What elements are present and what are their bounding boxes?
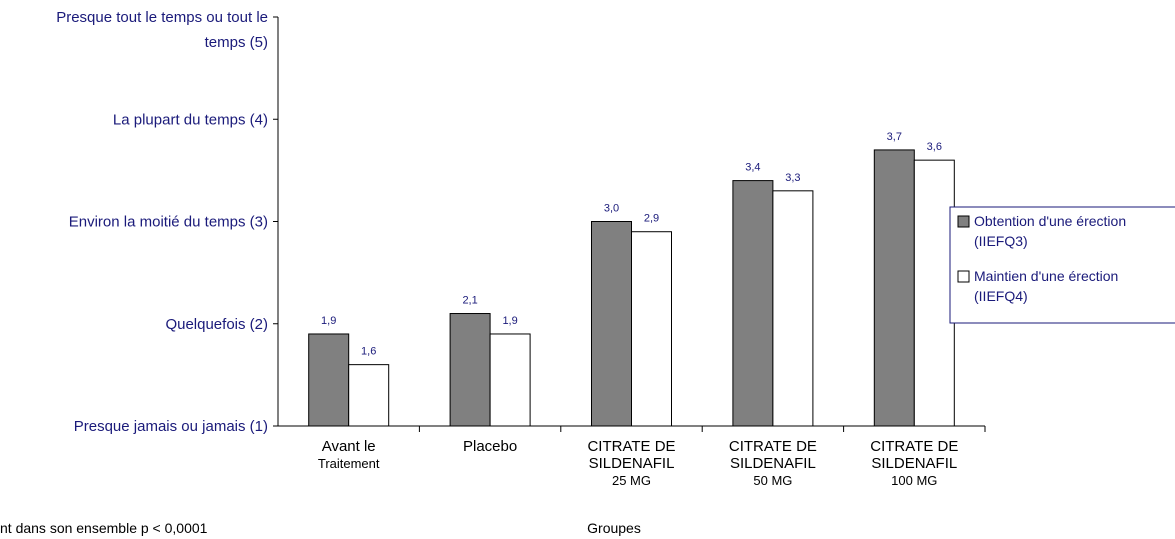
legend-box [949, 206, 1175, 324]
data-label: 3,4 [745, 162, 760, 174]
y-tick-label: Presque tout le temps ou tout le [56, 9, 268, 26]
bar-maintien [772, 190, 814, 427]
x-tick-label: Traitement [318, 456, 380, 471]
x-tick-label: SILDENAFIL [871, 455, 957, 472]
bar-maintien [489, 333, 531, 427]
x-tick-label: CITRATE DE [870, 438, 958, 455]
x-axis-title: Groupes [587, 520, 641, 536]
x-tick-label: 100 MG [891, 473, 937, 488]
legend-label: Obtention d'une érection [974, 213, 1126, 229]
bar-obtention [873, 149, 915, 427]
x-tick-label: 25 MG [612, 473, 651, 488]
x-tick-label: CITRATE DE [587, 438, 675, 455]
x-tick-label: CITRATE DE [729, 438, 817, 455]
data-label: 2,1 [462, 295, 477, 307]
legend-label: (IIEFQ4) [974, 288, 1028, 304]
data-label: 1,9 [502, 315, 517, 327]
bar-obtention [591, 221, 632, 427]
data-label: 3,0 [604, 203, 619, 215]
bar-obtention [308, 333, 350, 427]
x-tick-label: 50 MG [753, 473, 792, 488]
x-tick-label: Placebo [463, 438, 517, 455]
x-tick-label: SILDENAFIL [589, 455, 675, 472]
y-tick-label: Presque jamais ou jamais (1) [74, 418, 268, 435]
footnote: nt dans son ensemble p < 0,0001 [0, 520, 208, 536]
y-tick-label: temps (5) [205, 34, 268, 51]
legend-swatch [957, 270, 970, 283]
bar-maintien [631, 231, 672, 427]
y-tick-label: Quelquefois (2) [165, 316, 268, 333]
data-label: 1,6 [361, 346, 376, 358]
y-tick-label: Environ la moitié du temps (3) [69, 214, 268, 231]
data-label: 3,6 [927, 141, 942, 153]
data-label: 3,7 [887, 131, 902, 143]
legend-swatch [957, 215, 970, 228]
bar-maintien [348, 364, 390, 427]
x-tick-label: Avant le [322, 438, 376, 455]
bar-maintien [913, 159, 955, 427]
legend-label: Maintien d'une érection [974, 268, 1118, 284]
data-label: 1,9 [321, 315, 336, 327]
data-label: 3,3 [785, 172, 800, 184]
bar-obtention [732, 180, 774, 427]
bar-obtention [449, 313, 491, 427]
data-label: 2,9 [644, 213, 659, 225]
x-tick-label: SILDENAFIL [730, 455, 816, 472]
y-tick-label: La plupart du temps (4) [113, 111, 268, 128]
legend-label: (IIEFQ3) [974, 233, 1028, 249]
